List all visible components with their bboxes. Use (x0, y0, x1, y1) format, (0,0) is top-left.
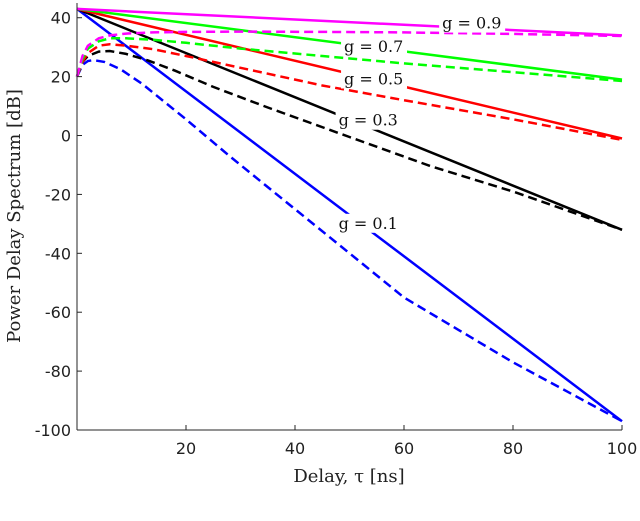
curve-annotation: g = 0.1 (339, 214, 398, 233)
annotation-backdrop (341, 37, 408, 57)
y-axis-label: Power Delay Spectrum [dB] (4, 89, 25, 343)
y-tick-label: -40 (45, 244, 71, 263)
series-line (75, 37, 623, 83)
annotation-backdrop (335, 110, 402, 130)
annotation-backdrop (335, 213, 402, 233)
series-line (75, 49, 623, 231)
curve-annotation: g = 0.9 (442, 14, 501, 33)
curve-annotations: g = 0.9 g = 0.7 g = 0.5 g = 0.3 g = 0.1 (335, 13, 506, 233)
y-tick-label: 40 (51, 9, 71, 28)
y-axis-ticks: -100 -80 -60 -40 -20 0 20 40 (35, 9, 82, 440)
y-tick-label: 0 (61, 127, 71, 146)
y-tick-label: 20 (51, 68, 71, 87)
series-line (75, 58, 623, 423)
y-tick-label: -80 (45, 362, 71, 381)
x-tick-label: 40 (285, 439, 305, 458)
x-axis-label: Delay, τ [ns] (293, 466, 404, 487)
annotation-backdrop (341, 69, 408, 89)
series-line (75, 30, 623, 77)
curve-annotation: g = 0.7 (344, 37, 403, 56)
y-tick-label: -100 (35, 421, 71, 440)
annotation-backdrop (439, 13, 506, 33)
x-tick-label: 20 (176, 439, 196, 458)
y-tick-label: -20 (45, 185, 71, 204)
x-axis-ticks: 20 40 60 80 100 (176, 425, 637, 458)
curve-annotation: g = 0.3 (339, 111, 398, 130)
x-tick-label: 60 (394, 439, 414, 458)
series-line (76, 7, 623, 37)
curve-annotation: g = 0.5 (344, 70, 403, 89)
y-tick-label: -60 (45, 303, 71, 322)
x-tick-label: 100 (607, 439, 638, 458)
x-tick-label: 80 (503, 439, 523, 458)
